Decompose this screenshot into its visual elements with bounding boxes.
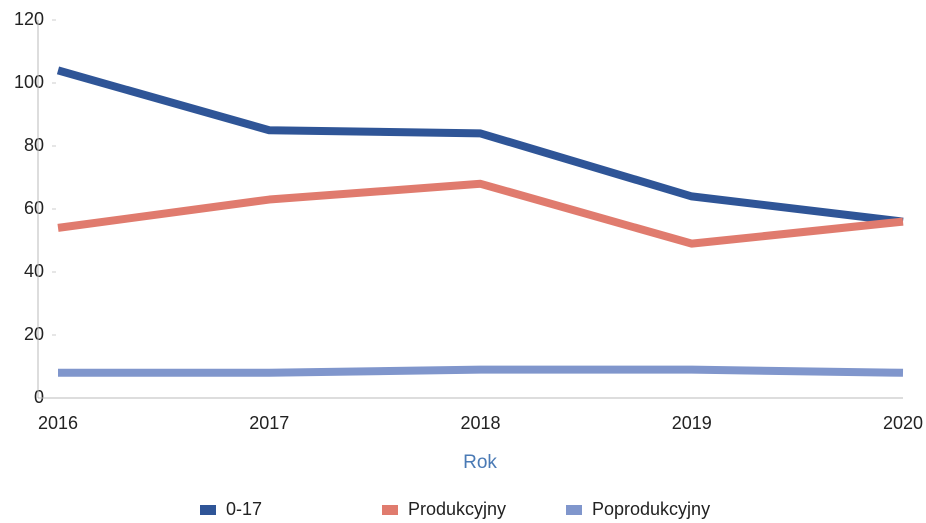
y-tick-label: 120 (14, 9, 44, 29)
y-tick-label: 60 (24, 198, 44, 218)
legend-label: Poprodukcyjny (592, 499, 710, 519)
series-line (58, 365, 904, 377)
x-tick-label: 2019 (672, 413, 712, 433)
legend-label: Produkcyjny (408, 499, 506, 519)
x-tick-label: 2016 (38, 413, 78, 433)
y-tick-label: 0 (34, 387, 44, 407)
legend-swatch (382, 505, 398, 515)
y-tick-label: 80 (24, 135, 44, 155)
series-line (57, 179, 904, 248)
x-tick-label: 2020 (883, 413, 923, 433)
y-tick-label: 40 (24, 261, 44, 281)
x-tick-label: 2017 (249, 413, 289, 433)
legend-label: 0-17 (226, 499, 262, 519)
y-tick-label: 100 (14, 72, 44, 92)
x-axis-title: Rok (463, 452, 497, 473)
series-line (56, 66, 904, 226)
x-tick-label: 2018 (460, 413, 500, 433)
legend-swatch (200, 505, 216, 515)
y-tick-label: 20 (24, 324, 44, 344)
legend-swatch (566, 505, 582, 515)
